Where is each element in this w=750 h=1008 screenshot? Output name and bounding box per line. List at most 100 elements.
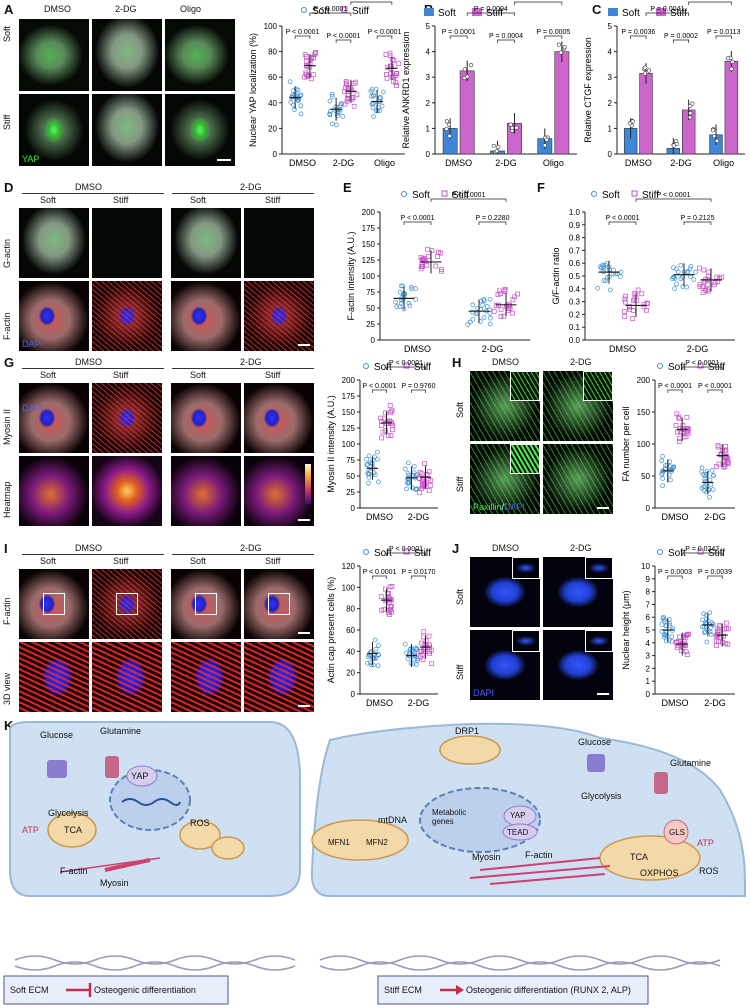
k-right-ros: ROS xyxy=(699,866,719,876)
f-ytick-label: 0.8 xyxy=(569,234,581,243)
a-point-stiff xyxy=(387,53,393,59)
i-category-label: 2-DG xyxy=(408,698,430,708)
i-point-soft xyxy=(412,656,417,662)
i-legend-soft: Soft xyxy=(374,548,392,559)
j-point-soft xyxy=(659,621,665,627)
g-p-value: P < 0.0001 xyxy=(389,360,423,367)
a-point-stiff xyxy=(313,50,318,56)
g-point-soft xyxy=(366,474,372,480)
c-p-value: P = 0.4454 xyxy=(693,0,727,2)
k-right-mfn2: MFN2 xyxy=(366,838,388,847)
f-point-stiff xyxy=(701,284,706,290)
k-right-atp: ATP xyxy=(697,838,714,848)
a-point-stiff xyxy=(388,70,394,76)
j-ytick-label: 6 xyxy=(646,613,651,622)
c-ylabel: Relative CTGF expression xyxy=(583,37,593,143)
k-right-metabolic-genes: Metabolic genes xyxy=(432,808,467,826)
e-point-soft xyxy=(465,322,471,327)
h-point-soft xyxy=(707,477,713,483)
e-sig-bracket xyxy=(430,198,507,202)
e-ytick-label: 50 xyxy=(366,304,375,313)
k-left-glucose: Glucose xyxy=(40,730,74,740)
left-mitochondrion-3 xyxy=(211,836,245,860)
a-point-soft xyxy=(339,101,344,107)
left-mitochondrion-2 xyxy=(179,820,221,850)
micrograph-i-3d-3 xyxy=(170,641,242,713)
a-point-stiff xyxy=(393,80,399,86)
e-ytick-label: 100 xyxy=(362,272,376,281)
a-legend-soft-marker xyxy=(301,7,307,13)
h-point-soft xyxy=(711,473,716,478)
j-ytick-label: 10 xyxy=(641,562,650,571)
g-ytick-label: 75 xyxy=(346,456,355,465)
h-legend-stiff-marker xyxy=(697,362,704,369)
left-myosin xyxy=(104,858,151,872)
j-ytick-label: 8 xyxy=(646,588,651,597)
f-point-soft xyxy=(693,269,698,275)
f-point-soft xyxy=(674,281,679,287)
a-point-stiff xyxy=(311,52,317,58)
e-point-stiff xyxy=(419,264,425,269)
i-ytick-label: 20 xyxy=(346,669,355,678)
a-point-soft xyxy=(329,92,335,97)
f-legend-soft-marker xyxy=(591,191,597,197)
a-point-stiff xyxy=(383,52,389,57)
i-point-soft xyxy=(405,656,411,661)
f-point-stiff xyxy=(714,274,720,280)
f-ytick-label: 0.0 xyxy=(569,336,581,345)
a-sig-bracket xyxy=(335,39,352,43)
b-bar-stiff xyxy=(459,70,475,155)
i-point-stiff xyxy=(388,604,393,610)
h-point-soft xyxy=(703,471,709,477)
d-group-dmso: DMSO xyxy=(75,182,102,192)
j-point-soft xyxy=(659,628,665,634)
i-point-stiff xyxy=(418,640,424,646)
panel-letter-h: H xyxy=(452,355,462,370)
f-ytick-label: 0.9 xyxy=(569,221,581,230)
f-point-stiff xyxy=(719,274,725,280)
micrograph-i-factin-1 xyxy=(18,568,90,640)
a-point-soft xyxy=(375,108,381,114)
h-ytick-label: 150 xyxy=(637,408,651,417)
e-sig-bracket xyxy=(403,221,432,225)
h-ytick-label: 200 xyxy=(637,376,651,385)
k-right-tca: TCA xyxy=(630,852,648,862)
f-point-soft xyxy=(675,269,681,275)
b-point xyxy=(444,119,449,124)
g-category-label: 2-DG xyxy=(408,512,430,522)
micrograph-g-myosin-4 xyxy=(243,382,315,454)
f-p-value: P < 0.0001 xyxy=(657,192,691,199)
k-soft-ecm: Soft ECM xyxy=(10,985,49,995)
a-sig-bracket xyxy=(376,35,393,39)
h-ytick-label: 50 xyxy=(641,472,650,481)
b-ytick-label: 0 xyxy=(426,150,431,159)
b-bar-stiff xyxy=(554,51,570,155)
h-point-stiff xyxy=(685,430,691,436)
b-point xyxy=(446,122,451,127)
micrograph-d-factin-4 xyxy=(243,280,315,352)
j-p-value: P = 0.0039 xyxy=(698,569,732,576)
f-sig-bracket xyxy=(608,221,637,225)
h-point-soft xyxy=(671,464,677,470)
g-point-soft xyxy=(414,487,419,492)
e-point-soft xyxy=(473,311,479,317)
i-point-stiff xyxy=(389,603,394,609)
k-right-oxphos: OXPHOS xyxy=(640,868,679,878)
paxillin-dapi-label: Paxillin/DAPI xyxy=(473,502,526,512)
a-point-stiff xyxy=(302,74,307,80)
e-legend-soft: Soft xyxy=(412,190,430,201)
c-point xyxy=(688,111,693,116)
e-p-value: P < 0.0001 xyxy=(401,215,435,222)
j-point-stiff xyxy=(721,633,726,639)
i-point-soft xyxy=(408,646,413,652)
h-point-soft xyxy=(702,483,707,489)
e-point-soft xyxy=(413,296,419,302)
f-legend-stiff-marker xyxy=(631,190,638,197)
f-point-soft xyxy=(685,269,691,274)
j-point-soft xyxy=(707,610,713,616)
k-left-factin: F-actin xyxy=(60,866,88,876)
i-point-stiff xyxy=(385,591,390,597)
e-point-stiff xyxy=(498,291,503,297)
i-point-soft xyxy=(402,641,408,647)
f-point-soft xyxy=(684,284,690,290)
